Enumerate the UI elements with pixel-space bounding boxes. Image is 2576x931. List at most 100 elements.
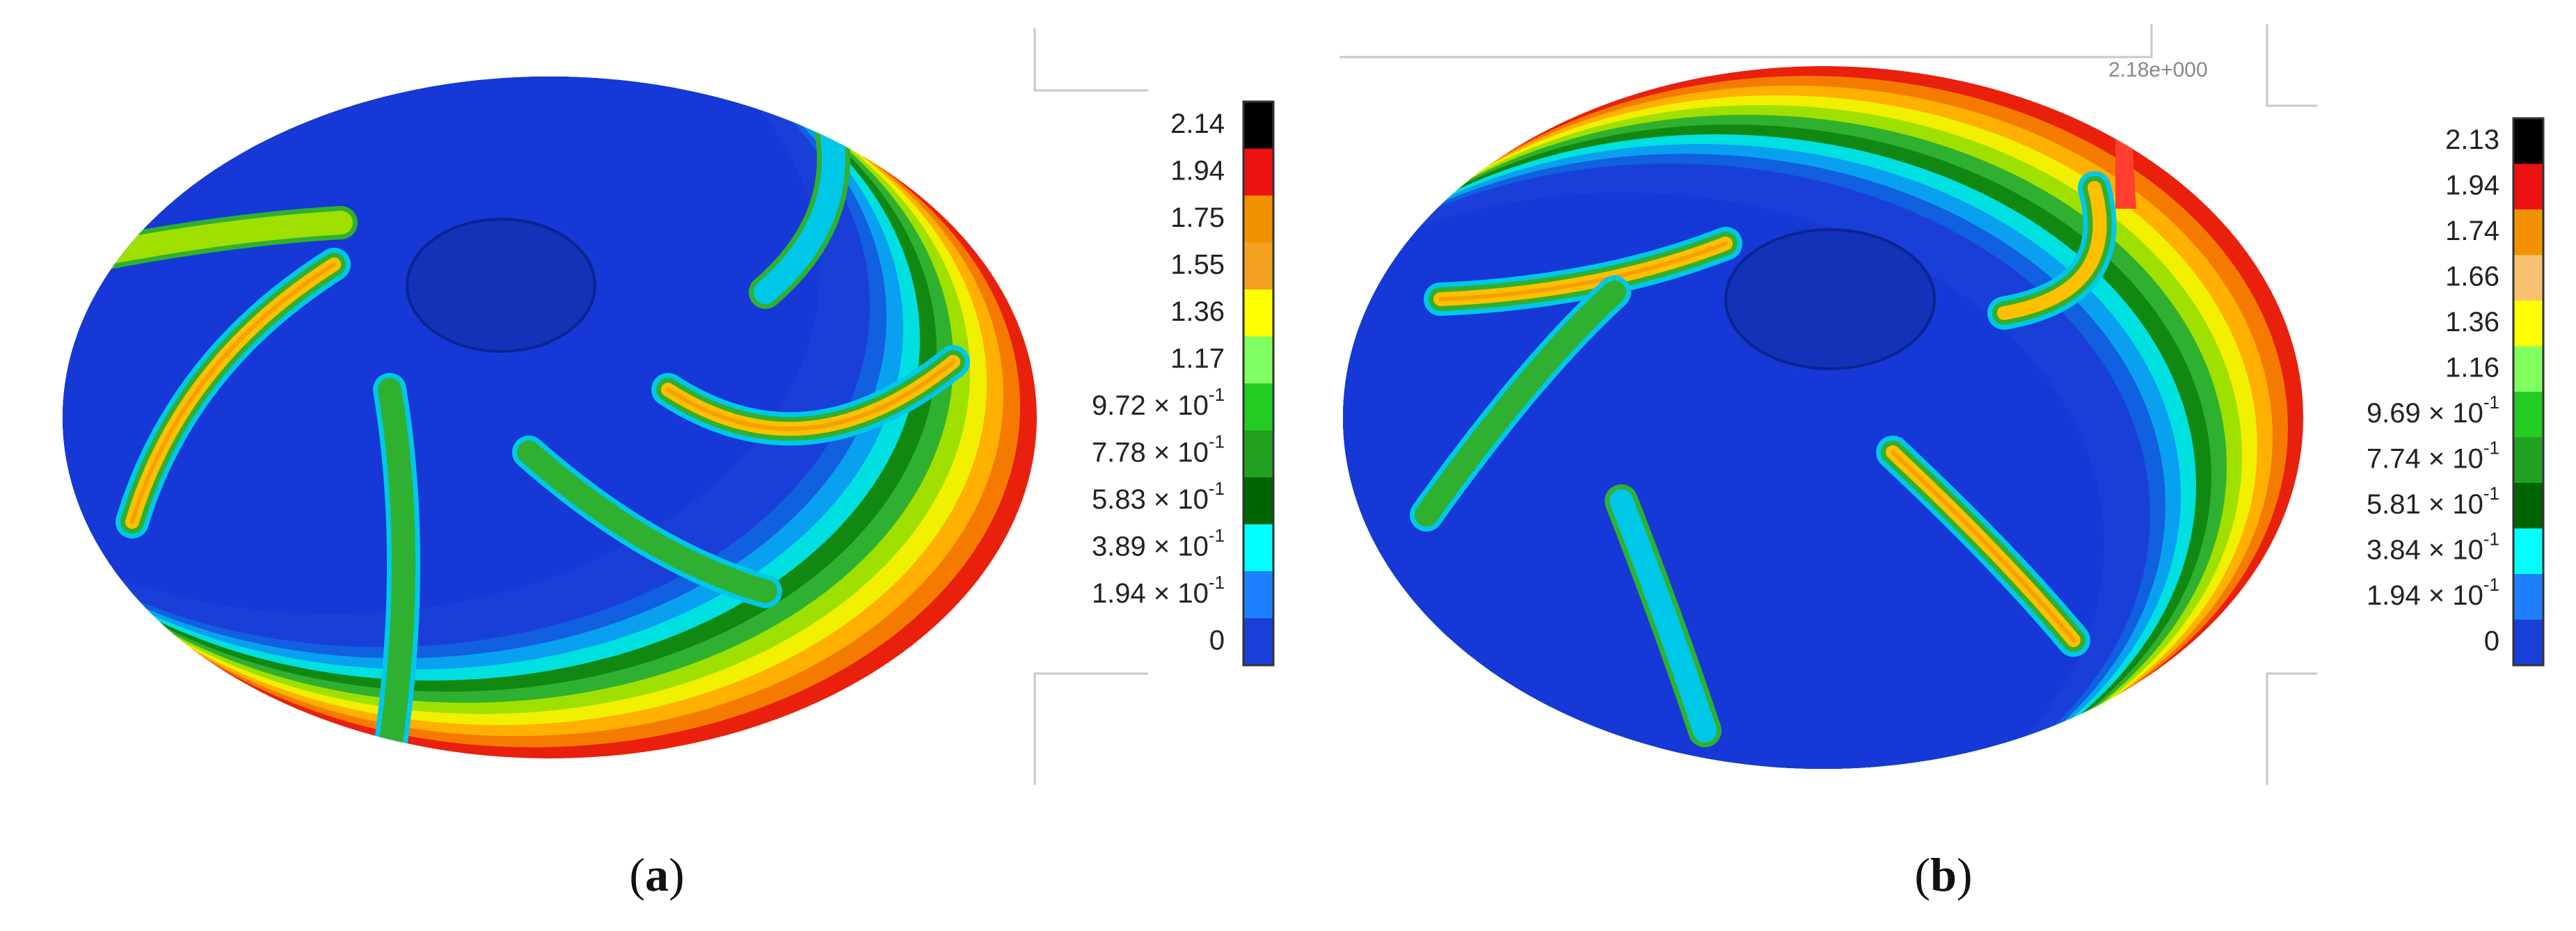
- caption-part: ): [669, 848, 685, 901]
- colorbar-segment: [1243, 524, 1273, 571]
- colorbar-label: 2.13: [2445, 124, 2499, 154]
- colorbar-segment: [2513, 118, 2543, 164]
- colorbar-label: 1.36: [2445, 306, 2499, 337]
- colorbar-segment: [2513, 483, 2543, 529]
- label-text: 1.36: [1170, 296, 1225, 326]
- colorbar-segment: [1243, 571, 1273, 619]
- colorbar-segment: [2513, 301, 2543, 347]
- colorbar-border: [1242, 100, 1275, 667]
- label-text: 1.75: [1170, 202, 1225, 232]
- colorbar-label: 5.81 × 10-1: [2367, 483, 2499, 520]
- colorbar-label: 1.94 × 10-1: [1092, 572, 1225, 609]
- label-exponent: -1: [2483, 574, 2499, 595]
- colorbar-segment: [2513, 437, 2543, 483]
- colorbar-segment: [1243, 618, 1273, 665]
- colorbar-label: 1.66: [2445, 261, 2499, 292]
- label-text: 0: [1209, 625, 1225, 655]
- label-exponent: -1: [1209, 525, 1225, 546]
- blade: [666, 360, 955, 431]
- label-text: 3.84 × 10: [2367, 534, 2483, 565]
- label-text: 1.16: [2445, 352, 2499, 383]
- blade: [517, 440, 777, 603]
- colorbar-segment: [1243, 102, 1273, 149]
- colorbar-segment: [2513, 209, 2543, 255]
- label-text: 9.69 × 10: [2367, 397, 2483, 428]
- colorbar-segment: [2513, 528, 2543, 574]
- colorbar-segment: [1243, 477, 1273, 525]
- label-text: 7.78 × 10: [1092, 437, 1209, 468]
- label-text: 0: [2484, 626, 2499, 656]
- colorbar-segment: [1243, 289, 1273, 337]
- caption-part: (: [629, 848, 645, 901]
- colorbar-segment: [1243, 336, 1273, 383]
- annotations: 2.141.941.751.551.361.179.72 × 10-17.78 …: [629, 58, 2545, 901]
- colorbar-label: 7.78 × 10-1: [1092, 431, 1225, 468]
- colorbar-label: 1.17: [1170, 343, 1225, 374]
- label-text: 1.94: [1170, 155, 1225, 186]
- blade: [1997, 181, 2107, 320]
- colorbar-segment: [2513, 392, 2543, 438]
- colorbar-segment: [1243, 430, 1273, 477]
- colorbar: 2.131.941.741.661.361.169.69 × 10-17.74 …: [2367, 117, 2545, 667]
- colorbar-label: 9.72 × 10-1: [1092, 384, 1225, 421]
- colorbar-label: 7.74 × 10-1: [2367, 437, 2499, 474]
- label-exponent: -1: [1209, 431, 1225, 452]
- colorbar-segment: [2513, 346, 2543, 392]
- colorbar-segment: [1243, 148, 1273, 196]
- colorbar-label: 1.36: [1170, 296, 1225, 326]
- colorbar-label: 1.94: [1170, 155, 1225, 186]
- label-text: 1.36: [2445, 306, 2499, 337]
- panel-caption: (a): [629, 848, 684, 901]
- label-text: 3.89 × 10: [1092, 531, 1209, 562]
- colorbar-label: 1.75: [1170, 202, 1225, 232]
- colorbar-label: 1.16: [2445, 352, 2499, 383]
- blade: [1891, 450, 2076, 642]
- impeller-b: [1343, 66, 2303, 769]
- colorbar-border: [2512, 117, 2545, 667]
- label-text: 9.72 × 10: [1092, 390, 1209, 420]
- blade: [378, 378, 415, 758]
- panel-caption: (b): [1914, 848, 1972, 901]
- blade: [1415, 280, 1626, 527]
- colorbar-segment: [2513, 574, 2543, 620]
- colorbar-label: 1.94 × 10-1: [2367, 574, 2499, 611]
- label-exponent: -1: [2483, 392, 2499, 413]
- label-exponent: -1: [2483, 483, 2499, 504]
- label-exponent: -1: [1209, 384, 1225, 405]
- label-text: 7.74 × 10: [2367, 443, 2483, 474]
- caption-part: ): [1957, 848, 1973, 901]
- colorbar-segment: [2513, 255, 2543, 301]
- impeller-a: [63, 77, 1037, 758]
- max-annotation: 2.18e+000: [2108, 58, 2208, 81]
- colorbar-segment: [2513, 619, 2543, 665]
- label-text: 1.74: [2445, 215, 2499, 246]
- label-text: 1.66: [2445, 261, 2499, 292]
- colorbar-label: 0: [2484, 626, 2499, 656]
- blade: [130, 262, 336, 524]
- colorbar-label: 3.89 × 10-1: [1092, 525, 1225, 562]
- blade: [1438, 241, 1728, 301]
- colorbar-segment: [1243, 383, 1273, 431]
- label-text: 5.81 × 10: [2367, 488, 2483, 519]
- colorbar-segment: [1243, 196, 1273, 243]
- blade: [1609, 489, 1717, 742]
- frame-lines: [1033, 24, 2317, 785]
- label-text: 2.13: [2445, 124, 2499, 154]
- colorbar-label: 5.83 × 10-1: [1092, 478, 1225, 515]
- caption-part: (: [1914, 848, 1930, 901]
- label-text: 1.55: [1170, 249, 1225, 280]
- colorbar-label: 1.74: [2445, 215, 2499, 246]
- label-text: 1.94 × 10: [2367, 580, 2483, 610]
- colorbar: 2.141.941.751.551.361.179.72 × 10-17.78 …: [1092, 100, 1275, 667]
- colorbar-segment: [2513, 164, 2543, 209]
- label-text: 1.17: [1170, 343, 1225, 374]
- hub: [1724, 228, 1936, 370]
- caption-part: a: [645, 848, 669, 901]
- colorbar-label: 0: [1209, 625, 1225, 655]
- label-text: 2.14: [1170, 108, 1225, 138]
- colorbar-label: 2.14: [1170, 108, 1225, 138]
- colorbar-label: 1.55: [1170, 249, 1225, 280]
- label-exponent: -1: [1209, 572, 1225, 593]
